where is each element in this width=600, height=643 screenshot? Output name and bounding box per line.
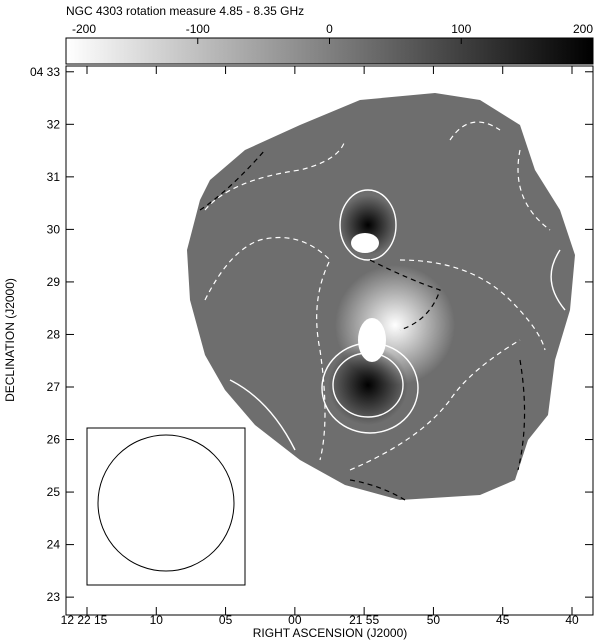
contour bbox=[550, 249, 566, 311]
contour bbox=[229, 379, 296, 451]
colorbar-tick-label: -100 bbox=[186, 22, 210, 36]
y-tick-label: 31 bbox=[47, 170, 61, 184]
beam-box bbox=[86, 427, 246, 586]
y-tick-label: 04 33 bbox=[30, 65, 60, 79]
x-tick-label: 00 bbox=[288, 613, 302, 627]
map bbox=[187, 93, 575, 501]
dark-area bbox=[328, 345, 408, 425]
colorbar-tick-label: 0 bbox=[326, 22, 333, 36]
x-tick-label: 50 bbox=[427, 613, 441, 627]
x-tick-label: 05 bbox=[219, 613, 233, 627]
y-tick-label: 28 bbox=[47, 327, 61, 341]
y-tick-label: 25 bbox=[47, 485, 61, 499]
y-tick-label: 27 bbox=[47, 380, 61, 394]
x-tick-label: 12 22 15 bbox=[61, 613, 108, 627]
y-tick-label: 24 bbox=[47, 538, 61, 552]
x-tick-label: 21 55 bbox=[349, 613, 379, 627]
y-tick-label: 23 bbox=[47, 590, 61, 604]
blank bbox=[351, 233, 379, 253]
title: NGC 4303 rotation measure 4.85 - 8.35 GH… bbox=[66, 4, 304, 18]
x-axis-label: RIGHT ASCENSION (J2000) bbox=[253, 626, 408, 640]
colorbar-tick-label: 100 bbox=[451, 22, 471, 36]
contour bbox=[321, 342, 419, 434]
contour bbox=[332, 352, 404, 418]
y-tick-label: 29 bbox=[47, 275, 61, 289]
x-tick-label: 10 bbox=[150, 613, 164, 627]
x-tick-label: 45 bbox=[496, 613, 510, 627]
y-axis-label: DECLINATION (J2000) bbox=[3, 278, 17, 402]
y-tick-label: 32 bbox=[47, 117, 61, 131]
beam bbox=[97, 434, 235, 572]
y-tick-label: 30 bbox=[47, 222, 61, 236]
blank bbox=[358, 318, 386, 362]
contour bbox=[204, 121, 551, 471]
contour bbox=[199, 149, 526, 501]
x-tick-label: 40 bbox=[565, 613, 579, 627]
colorbar-tick-label: -200 bbox=[72, 22, 96, 36]
y-tick-label: 26 bbox=[47, 433, 61, 447]
colorbar-tick-label: 200 bbox=[573, 22, 593, 36]
contour bbox=[339, 189, 397, 261]
